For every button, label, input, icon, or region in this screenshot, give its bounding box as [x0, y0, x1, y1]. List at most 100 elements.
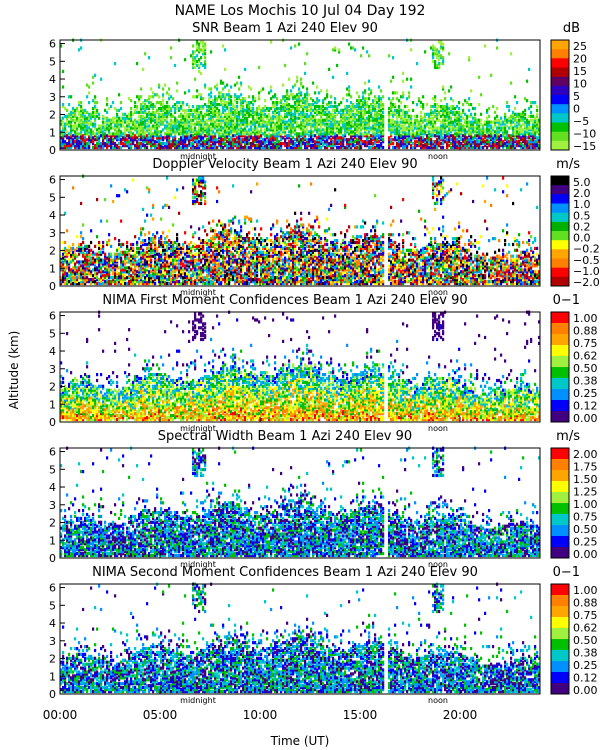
heatmap-cell	[496, 46, 498, 49]
heatmap-cell	[216, 115, 218, 118]
heatmap-cell	[366, 111, 368, 114]
heatmap-cell	[164, 142, 166, 145]
heatmap-cell	[408, 123, 410, 126]
heatmap-cell	[120, 138, 122, 141]
heatmap-cell	[276, 107, 278, 110]
heatmap-cell	[288, 140, 290, 143]
heatmap-cell	[304, 142, 306, 145]
heatmap-cell	[190, 109, 192, 112]
heatmap-cell	[368, 130, 370, 133]
heatmap-cell	[142, 126, 144, 129]
heatmap-cell	[78, 117, 80, 120]
heatmap-cell	[450, 105, 452, 108]
heatmap-cell	[62, 241, 64, 244]
heatmap-cell	[128, 128, 130, 131]
heatmap-cell	[122, 113, 124, 116]
heatmap-cell	[446, 103, 448, 106]
heatmap-cell	[322, 105, 324, 108]
heatmap-cell	[536, 113, 538, 116]
heatmap-cell	[124, 282, 126, 285]
heatmap-cell	[88, 123, 90, 126]
heatmap-cell	[86, 138, 88, 141]
heatmap-cell	[168, 126, 170, 129]
heatmap-cell	[198, 64, 200, 67]
heatmap-cell	[124, 126, 126, 129]
heatmap-cell	[96, 142, 98, 145]
heatmap-cell	[154, 140, 156, 143]
heatmap-cell	[210, 101, 212, 104]
heatmap-cell	[292, 130, 294, 133]
heatmap-cell	[518, 126, 520, 129]
heatmap-cell	[254, 144, 256, 147]
heatmap-cell	[326, 113, 328, 116]
heatmap-cell	[64, 123, 66, 126]
heatmap-cell	[242, 119, 244, 122]
heatmap-cell	[486, 109, 488, 112]
heatmap-cell	[70, 121, 72, 124]
heatmap-cell	[90, 278, 92, 281]
heatmap-cell	[116, 253, 118, 256]
heatmap-cell	[62, 260, 64, 263]
heatmap-cell	[196, 105, 198, 108]
heatmap-cell	[122, 260, 124, 263]
heatmap-cell	[258, 91, 260, 94]
heatmap-cell	[138, 268, 140, 271]
heatmap-cell	[236, 101, 238, 104]
heatmap-cell	[450, 97, 452, 100]
heatmap-cell	[160, 130, 162, 133]
heatmap-cell	[402, 72, 404, 75]
heatmap-cells	[60, 175, 540, 286]
heatmap-cell	[70, 95, 72, 98]
heatmap-cell	[202, 48, 204, 51]
heatmap-cell	[180, 146, 182, 149]
heatmap-cell	[476, 138, 478, 141]
heatmap-cell	[270, 85, 272, 88]
heatmap-cell	[300, 91, 302, 94]
heatmap-cell	[334, 101, 336, 104]
heatmap-cell	[202, 97, 204, 100]
heatmap-cell	[442, 85, 444, 88]
heatmap-cell	[134, 134, 136, 137]
heatmap-cell	[396, 91, 398, 94]
heatmap-cell	[398, 121, 400, 124]
heatmap-cell	[68, 245, 70, 248]
heatmap-cell	[140, 241, 142, 244]
heatmap-cell	[78, 243, 80, 246]
heatmap-cell	[270, 97, 272, 100]
heatmap-cell	[80, 243, 82, 246]
heatmap-cell	[230, 99, 232, 102]
heatmap-cell	[348, 85, 350, 88]
heatmap-cell	[176, 140, 178, 143]
heatmap-cell	[488, 134, 490, 137]
heatmap-cell	[378, 144, 380, 147]
heatmap-cell	[78, 101, 80, 104]
heatmap-cell	[318, 128, 320, 131]
heatmap-cell	[104, 109, 106, 112]
heatmap-cell	[110, 259, 112, 262]
heatmap-cell	[194, 95, 196, 98]
heatmap-cell	[146, 186, 148, 189]
heatmap-cell	[328, 68, 330, 71]
heatmap-cell	[108, 233, 110, 236]
heatmap-cell	[530, 132, 532, 135]
heatmap-cell	[362, 140, 364, 143]
heatmap-cell	[536, 109, 538, 112]
heatmap-cell	[96, 272, 98, 275]
heatmap-cell	[194, 78, 196, 81]
heatmap-cell	[356, 138, 358, 141]
heatmap-cell	[84, 124, 86, 127]
heatmap-cell	[142, 115, 144, 118]
heatmap-cell	[422, 103, 424, 106]
heatmap-cell	[90, 113, 92, 116]
heatmap-cell	[146, 113, 148, 116]
heatmap-cell	[510, 82, 512, 85]
heatmap-cell	[66, 260, 68, 263]
heatmap-cell	[150, 101, 152, 104]
heatmap-cell	[120, 107, 122, 110]
heatmap-cell	[264, 109, 266, 112]
heatmap-cell	[450, 128, 452, 131]
heatmap-cell	[106, 111, 108, 114]
heatmap-cell	[512, 138, 514, 141]
heatmap-cell	[150, 274, 152, 277]
heatmap-cell	[140, 95, 142, 98]
